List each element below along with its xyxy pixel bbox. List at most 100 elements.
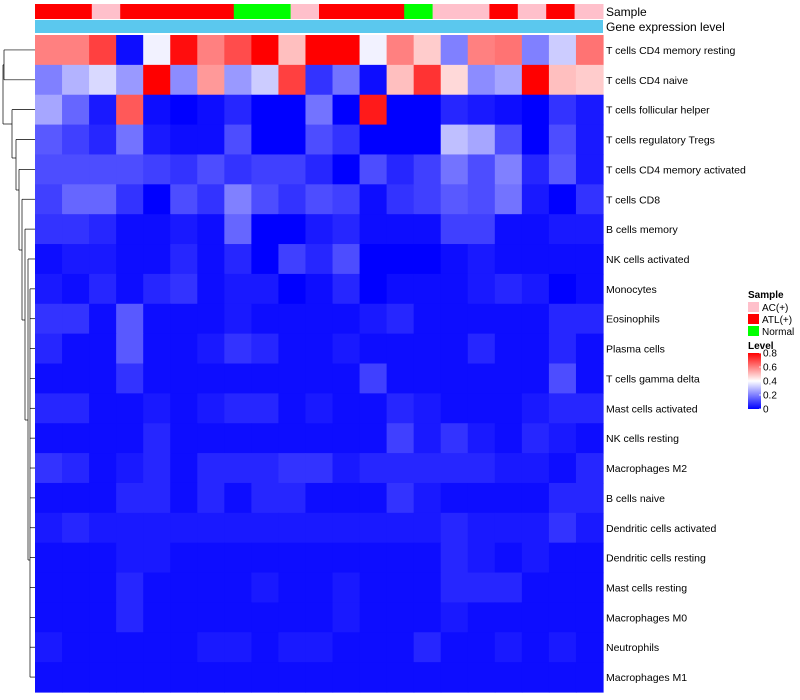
row-label: Macrophages M2 [606, 463, 687, 475]
heatmap-cell [305, 512, 334, 544]
heatmap-cell [359, 572, 388, 604]
heatmap-cell [89, 64, 117, 96]
heatmap-cell [116, 273, 144, 305]
heatmap-cell [575, 35, 604, 66]
heatmap-cell [332, 423, 361, 454]
heatmap-cell [440, 244, 469, 275]
heatmap-cell [359, 333, 388, 365]
heatmap-cell [62, 333, 90, 365]
heatmap-cell [440, 273, 469, 305]
heatmap-cell [332, 333, 361, 365]
heatmap-cell [143, 662, 171, 693]
heatmap-cell [224, 632, 252, 663]
heatmap-cell [278, 512, 307, 544]
heatmap-cell [116, 423, 144, 454]
sample-annotation-cell [233, 4, 263, 19]
sample-annotation-cell [489, 4, 519, 19]
heatmap-cell [386, 602, 415, 633]
heatmap-cell [170, 273, 198, 305]
heatmap-cell [278, 453, 307, 484]
legend-sample-title: Sample [748, 290, 784, 301]
heatmap-cell [332, 453, 361, 484]
heatmap-cell [332, 572, 361, 604]
heatmap-cell [197, 154, 225, 185]
heatmap-cell [89, 453, 117, 484]
legend-level-ticks: 0.8 0.6 0.4 0.2 0 [759, 349, 777, 416]
heatmap-cell [251, 214, 280, 245]
heatmap-cell [143, 632, 171, 663]
heatmap-cell [170, 423, 198, 454]
row-labels: T cells CD4 memory resting T cells CD4 na… [606, 45, 746, 684]
heatmap-cell [575, 542, 604, 574]
heatmap-cell [494, 273, 523, 305]
heatmap-cell [89, 393, 117, 424]
heatmap-cell [62, 482, 90, 514]
heatmap-cell [305, 303, 334, 335]
heatmap-cell [251, 363, 280, 394]
heatmap-cell [143, 35, 171, 66]
heatmap-cell [62, 423, 90, 454]
heatmap-cell [89, 542, 117, 574]
legend-tick-label: 0.4 [763, 377, 777, 388]
heatmap-cell [359, 393, 388, 424]
heatmap-cell [359, 303, 388, 335]
heatmap-cell [575, 632, 604, 663]
heatmap-cell [575, 64, 604, 96]
heatmap-cell [35, 602, 63, 633]
sample-annotation-cell [517, 4, 547, 19]
row-label: Monocytes [606, 284, 657, 296]
heatmap-cell [89, 572, 117, 604]
heatmap-cell [143, 184, 171, 215]
heatmap-cell [116, 542, 144, 574]
heatmap-cell [467, 572, 496, 604]
heatmap-cell [35, 124, 63, 156]
heatmap-cell [251, 423, 280, 454]
heatmap-cell [305, 214, 334, 245]
heatmap-cell [413, 542, 442, 574]
row-label: B cells memory [606, 224, 679, 236]
heatmap-cell [467, 423, 496, 454]
heatmap-cell [413, 214, 442, 245]
heatmap-cell [521, 154, 550, 185]
heatmap-cell [62, 35, 90, 66]
heatmap-cell [521, 94, 550, 126]
heatmap-cell [89, 244, 117, 275]
heatmap-cell [278, 393, 307, 424]
heatmap-cell [440, 184, 469, 215]
heatmap-cell [278, 423, 307, 454]
legend-swatch [748, 314, 759, 324]
heatmap-cell [170, 214, 198, 245]
heatmap-cell [197, 512, 225, 544]
heatmap-cell [413, 273, 442, 305]
heatmap-cell [62, 94, 90, 126]
heatmap-cell [197, 632, 225, 663]
heatmap-cell [521, 244, 550, 275]
heatmap-cell [224, 482, 252, 514]
heatmap-cell [251, 602, 280, 633]
heatmap-cell [548, 572, 577, 604]
heatmap-cell [521, 542, 550, 574]
heatmap-cell [548, 363, 577, 394]
heatmap-cell [575, 94, 604, 126]
heatmap-cell [62, 453, 90, 484]
legend-label: Normal [762, 327, 794, 338]
sample-annotation-bar [35, 4, 604, 19]
heatmap-cell [251, 273, 280, 305]
heatmap-cell [89, 35, 117, 66]
heatmap-cell [359, 602, 388, 633]
heatmap-cell [251, 662, 280, 693]
heatmap-cell [170, 482, 198, 514]
heatmap-cell [386, 124, 415, 156]
heatmap-cell [224, 154, 252, 185]
heatmap-cell [413, 393, 442, 424]
heatmap-cell [467, 94, 496, 126]
heatmap-cell [386, 632, 415, 663]
heatmap-cell [35, 482, 63, 514]
heatmap-cell [521, 602, 550, 633]
row-label: T cells CD4 memory activated [606, 164, 746, 176]
heatmap-cell [143, 64, 171, 96]
heatmap-cell [467, 154, 496, 185]
heatmap-cell [440, 423, 469, 454]
heatmap-cell [224, 423, 252, 454]
row-dendrogram [2, 49, 35, 678]
